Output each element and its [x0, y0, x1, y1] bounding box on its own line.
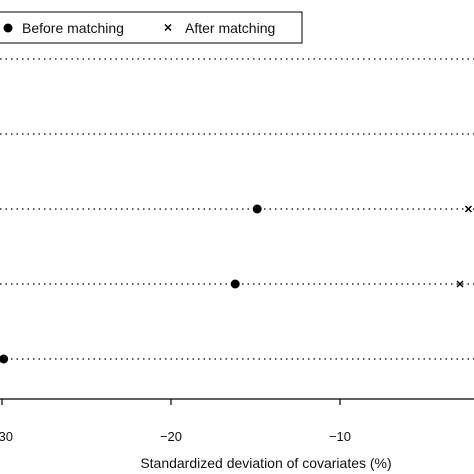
x-axis-title: Standardized deviation of covariates (%)	[140, 455, 391, 471]
before-matching-point	[252, 204, 262, 214]
legend-box	[0, 11, 303, 44]
x-tick-label: −20	[160, 429, 182, 444]
legend-after-matching-marker	[164, 23, 172, 32]
after-matching-point	[464, 205, 472, 213]
before-matching-point	[230, 279, 240, 289]
before-matching-point	[0, 354, 9, 364]
legend-before-matching-marker	[3, 23, 13, 33]
legend-after-matching-label: After matching	[185, 20, 275, 36]
x-tick-label: −10	[329, 429, 351, 444]
x-axis-ticks: −30 −20 −10	[0, 399, 351, 444]
legend: Before matching After matching	[0, 11, 303, 44]
after-matching-point	[456, 280, 464, 288]
x-tick-label: −30	[0, 429, 13, 444]
data-markers	[0, 204, 472, 364]
legend-before-matching-label: Before matching	[22, 20, 124, 36]
